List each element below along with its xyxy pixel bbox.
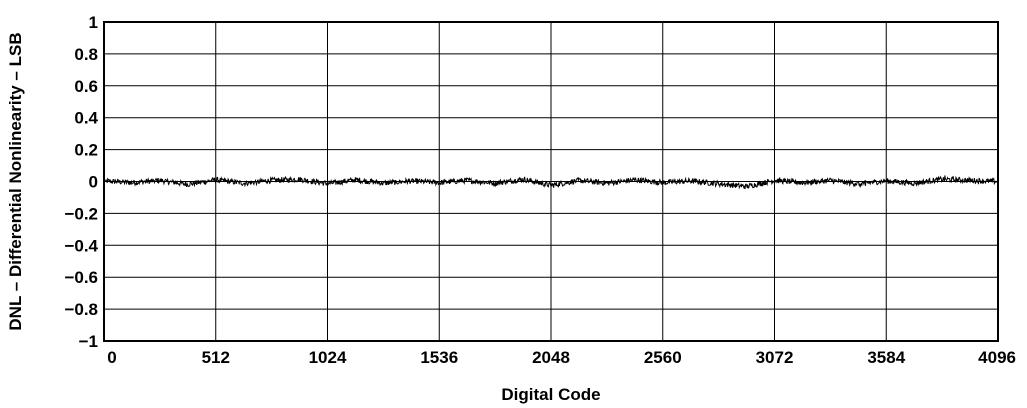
y-tick-label: −0.4 (64, 236, 98, 255)
y-tick-label: 0.4 (74, 109, 98, 128)
x-tick-label: 3072 (756, 348, 794, 367)
x-tick-label: 1536 (420, 348, 458, 367)
x-tick-label: 512 (202, 348, 230, 367)
y-tick-label: −1 (79, 332, 98, 351)
plot-frame (103, 21, 999, 342)
x-tick-label: 0 (107, 348, 116, 367)
y-tick-label: 0 (89, 173, 98, 192)
x-tick-label: 2048 (532, 348, 570, 367)
y-tick-label: −0.6 (64, 268, 98, 287)
x-tick-label: 3584 (867, 348, 905, 367)
x-tick-label: 1024 (309, 348, 347, 367)
y-tick-labels: 1 0.8 0.6 0.4 0.2 0 −0.2 −0.4 −0.6 −0.8 −1 (64, 13, 98, 351)
y-tick-label: −0.2 (64, 204, 98, 223)
y-axis-title: DNL – Differential Nonlinearity – LSB (6, 32, 25, 330)
x-tick-label: 2560 (644, 348, 682, 367)
y-tick-label: 0.2 (74, 141, 98, 160)
y-tick-label: 1 (89, 13, 98, 32)
x-axis-title: Digital Code (501, 385, 600, 404)
y-tick-label: 0.6 (74, 77, 98, 96)
y-tick-label: 0.8 (74, 45, 98, 64)
x-tick-labels: 0 512 1024 1536 2048 2560 3072 3584 4096 (107, 348, 1016, 367)
dnl-series-line (103, 175, 999, 190)
x-tick-label: 4096 (978, 348, 1016, 367)
y-tick-label: −0.8 (64, 300, 98, 319)
